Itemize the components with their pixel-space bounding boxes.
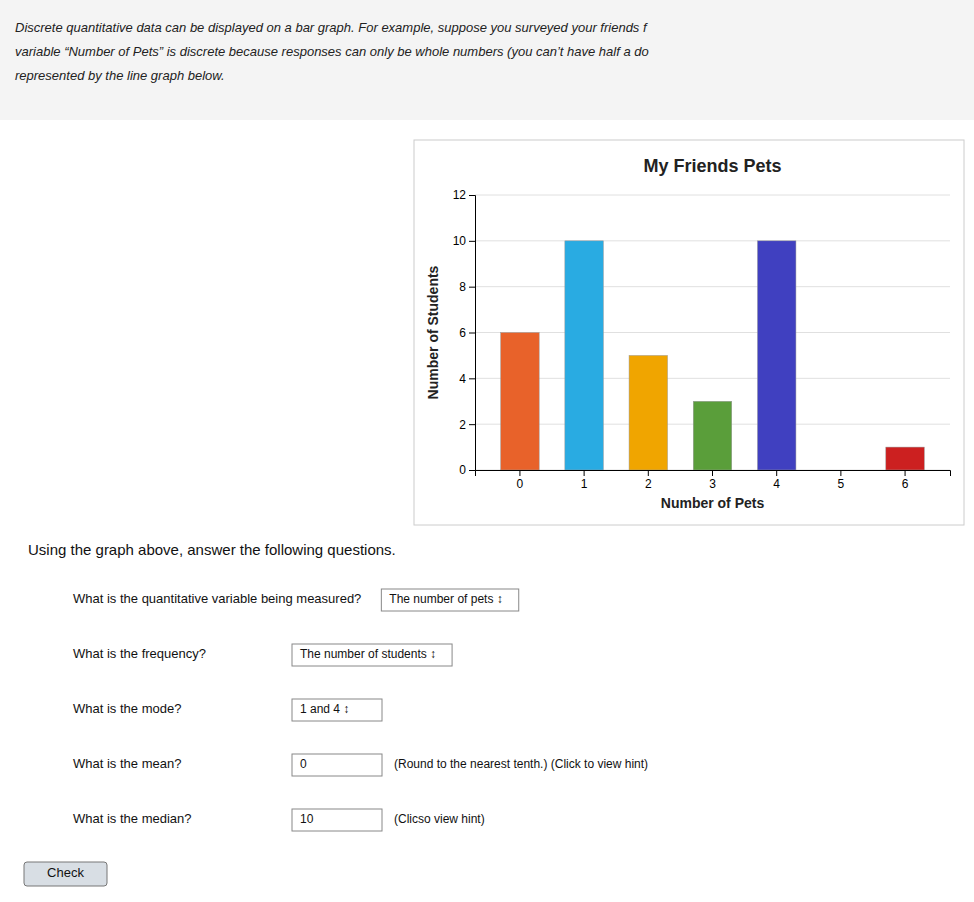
bar: [501, 333, 540, 471]
tick: 10: [453, 234, 475, 248]
tick: 3: [709, 470, 716, 491]
tick-mark: [519, 470, 520, 476]
tick-label: 4: [773, 477, 780, 491]
tick: 2: [645, 470, 652, 491]
answer-box[interactable]: 10: [292, 809, 382, 831]
answer-box[interactable]: 0: [292, 754, 382, 776]
tick-label: 3: [709, 477, 716, 491]
answer-field[interactable]: [292, 754, 382, 776]
answer-box[interactable]: 1 and 4 ↕: [292, 699, 382, 721]
question-label: What is the quantitative variable being …: [73, 591, 361, 606]
grid-line: [475, 332, 950, 333]
answer-field[interactable]: [292, 809, 382, 831]
tick-mark: [905, 470, 906, 476]
x-axis: 0 1 2 3 4 5 6: [476, 470, 951, 491]
y-axis: 0 2 4 6 8 10 12: [453, 188, 476, 477]
answer-text[interactable]: 1 and 4 ↕: [300, 702, 349, 716]
tick: 4: [773, 470, 780, 491]
bar: [822, 470, 861, 471]
grid-line: [475, 378, 950, 379]
banner: [0, 0, 974, 120]
intro-text: Discrete quantitative data can be displa…: [15, 20, 648, 35]
tick: 12: [453, 188, 475, 202]
check-button[interactable]: Check: [24, 862, 107, 886]
axis-line: [469, 196, 476, 471]
tick-mark: [648, 470, 649, 476]
tick-mark: [469, 195, 475, 196]
answer-field[interactable]: [292, 644, 452, 666]
tick-label: 2: [459, 418, 466, 432]
question-label: What is the mean?: [73, 756, 181, 771]
tick-label: 0: [459, 463, 466, 477]
tick-mark: [712, 470, 713, 476]
tick-label: 12: [453, 188, 467, 202]
answer-text[interactable]: 10: [300, 812, 314, 826]
bar: [629, 355, 668, 470]
tick-label: 1: [581, 477, 588, 491]
tick: 0: [459, 463, 475, 477]
grid: [475, 195, 950, 470]
question-label: What is the mode?: [73, 701, 181, 716]
tick-label: 2: [645, 477, 652, 491]
intro-text: variable “Number of Pets” is discrete be…: [15, 44, 649, 59]
bars: [501, 241, 925, 470]
hint-text[interactable]: (Round to the nearest tenth.) (Click to …: [394, 757, 648, 771]
tick-label: 10: [453, 234, 467, 248]
tick-label: 8: [459, 280, 466, 294]
tick: 8: [459, 280, 475, 294]
tick-mark: [469, 424, 475, 425]
button-box[interactable]: [24, 862, 107, 886]
answer-box[interactable]: The number of students ↕: [292, 644, 452, 666]
hint-text[interactable]: (Clicso view hint): [394, 812, 485, 826]
chart-title: My Friends Pets: [643, 156, 781, 176]
prompt-text: Using the graph above, answer the follow…: [28, 541, 396, 558]
question-label: What is the median?: [73, 811, 192, 826]
question-label: What is the frequency?: [73, 646, 206, 661]
answer-text[interactable]: 0: [300, 757, 307, 771]
chart-panel: [414, 140, 964, 525]
x-axis-title: Number of Pets: [661, 495, 765, 511]
answer-box[interactable]: The number of pets ↕: [381, 589, 518, 611]
tick: 6: [902, 470, 909, 491]
tick-label: 4: [459, 372, 466, 386]
tick-mark: [469, 378, 475, 379]
tick: 5: [838, 470, 845, 491]
intro-text: represented by the line graph below.: [15, 68, 225, 83]
tick-mark: [469, 470, 475, 471]
button-label[interactable]: Check: [47, 865, 84, 880]
bar: [565, 241, 604, 470]
tick: 1: [581, 470, 588, 491]
tick-label: 0: [517, 477, 524, 491]
tick: 6: [459, 326, 475, 340]
answer-text[interactable]: The number of students ↕: [300, 647, 436, 661]
tick-label: 5: [838, 477, 845, 491]
tick-mark: [776, 470, 777, 476]
answer-field[interactable]: [292, 699, 382, 721]
page: Discrete quantitative data can be displa…: [0, 0, 974, 902]
tick-mark: [584, 470, 585, 476]
bar: [886, 447, 925, 470]
tick: 0: [517, 470, 524, 491]
answer-text[interactable]: The number of pets ↕: [389, 592, 502, 606]
grid-line: [475, 195, 950, 196]
tick-mark: [469, 333, 475, 334]
grid-line: [475, 286, 950, 287]
axis-line: [476, 471, 951, 477]
y-axis-title: Number of Students: [425, 265, 441, 399]
grid-line: [475, 240, 950, 241]
tick-label: 6: [459, 326, 466, 340]
bar: [757, 241, 796, 470]
tick-mark: [469, 241, 475, 242]
tick: 4: [459, 372, 475, 386]
bar: [693, 401, 732, 470]
tick-mark: [840, 470, 841, 476]
answer-field[interactable]: [381, 589, 518, 611]
tick-mark: [469, 287, 475, 288]
tick: 2: [459, 418, 475, 432]
tick-label: 6: [902, 477, 909, 491]
